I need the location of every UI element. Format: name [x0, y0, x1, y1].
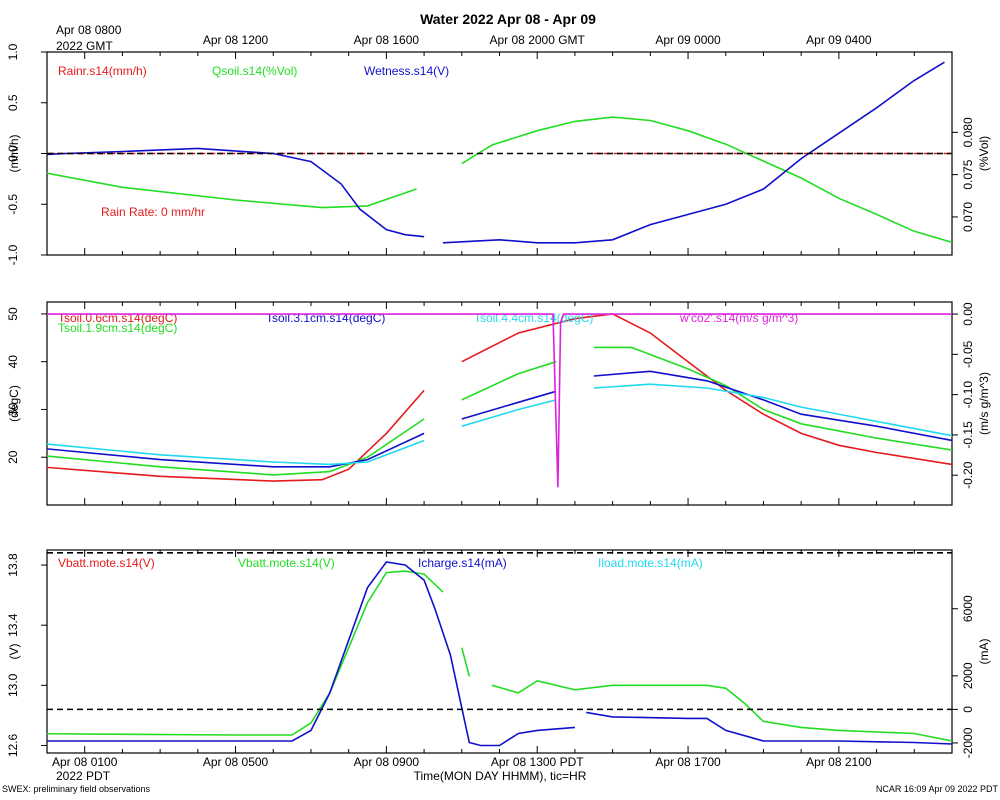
legend-entry: Vbatt.mote.s14(V)	[238, 556, 335, 570]
bottom-axis-tick-label: Apr 08 0500	[203, 755, 269, 769]
left-tick-label: 50	[6, 307, 20, 321]
left-tick-label: 40	[6, 355, 20, 369]
left-tick-label: 13.8	[6, 553, 20, 577]
series-line-Tsoil.0.6cm.s14(degC)	[47, 313, 952, 482]
legend-entry: Iload.mote.s14(mA)	[598, 556, 703, 570]
right-tick-label: 0.075	[961, 159, 975, 189]
bottom-axis-tick-label: Apr 08 0100	[52, 755, 118, 769]
series-line-Vbatt.mote.s14(V)	[47, 570, 952, 742]
series-line-w'co2'.s14(m/s g/m^3)	[47, 313, 952, 488]
top-axis-tick-label: Apr 09 0400	[806, 33, 872, 47]
legend-entry: Vbatt.mote.s14(V)	[58, 556, 155, 570]
series-line-Tsoil.4.4cm.s14(degC)	[47, 383, 952, 466]
left-tick-label: 30	[6, 402, 20, 416]
top-axis-sub-label: 2022 GMT	[56, 39, 113, 53]
right-tick-label: -0.10	[961, 381, 975, 409]
legend-entry: Icharge.s14(mA)	[418, 556, 507, 570]
left-tick-label: 12.6	[6, 733, 20, 757]
right-tick-label: -2000	[961, 727, 975, 758]
right-tick-label: 6000	[961, 595, 975, 622]
series-line-Wetness.s14(V)	[47, 61, 945, 244]
left-tick-label: 13.0	[6, 673, 20, 697]
legend-entry: Rainr.s14(mm/h)	[58, 64, 147, 78]
bottom-time-axis: Apr 08 0100 Apr 08 0500 Apr 08 0900 Apr 08 …	[52, 755, 872, 769]
right-tick-label: 0.070	[961, 202, 975, 232]
bottom-axis-tick-label: Apr 08 2100	[806, 755, 872, 769]
left-tick-label: -0.5	[6, 194, 20, 215]
series-line-Qsoil.s14(%Vol)	[47, 116, 952, 244]
panel-middle: 50 40 30 20 (degC) 0.00 -0.05 -0.10 -0.15 -0.20 (m…	[6, 301, 991, 554]
legend-entry: Qsoil.s14(%Vol)	[212, 64, 297, 78]
legend-entry: Tsoil.1.9cm.s14(degC)	[58, 321, 177, 335]
legend-entry: Tsoil.4.4cm.s14(degC)	[474, 311, 593, 325]
left-axis-label: (V)	[7, 644, 21, 660]
chart-title: Water 2022 Apr 08 - Apr 09	[420, 11, 596, 27]
footer-left: SWEX: preliminary field observations	[2, 784, 151, 794]
right-tick-label: 0.080	[961, 117, 975, 147]
panel-bottom: 13.8 13.4 13.0 12.6 (V) 6000 2000 0 -2000 (mA) Vba…	[6, 549, 991, 758]
left-tick-label: 20	[6, 450, 20, 464]
left-tick-label: 0.5	[6, 94, 20, 111]
footer-right: NCAR 16:09 Apr 09 2022 PDT	[876, 784, 999, 794]
right-axis-label: (mA)	[977, 639, 991, 665]
bottom-axis-sub-label: 2022 PDT	[56, 769, 111, 783]
bottom-axis-tick-label: Apr 08 0900	[354, 755, 420, 769]
rain-rate-annotation: Rain Rate: 0 mm/hr	[101, 205, 205, 219]
legend-entry: Wetness.s14(V)	[364, 64, 449, 78]
series-line-Tsoil.3.1cm.s14(degC)	[47, 370, 952, 468]
right-tick-label: 0.00	[961, 302, 975, 326]
top-time-axis: Apr 08 0800 Apr 08 1200 Apr 08 1600 Apr 08 …	[56, 23, 872, 47]
right-tick-label: -0.20	[961, 461, 975, 489]
panel-top: 1.0 0.5 0.0 -0.5 -1.0 (mm/h) 0.080 0.075 0.070 (%…	[6, 43, 991, 265]
legend-entry: Tsoil.3.1cm.s14(degC)	[266, 311, 385, 325]
left-axis-label: (mm/h)	[7, 135, 21, 173]
panel-frame	[46, 301, 953, 506]
top-axis-tick-label: Apr 09 0000	[655, 33, 721, 47]
panel-frame	[46, 549, 953, 754]
right-tick-label: 0	[961, 706, 975, 713]
left-axis-label: (degC)	[7, 385, 21, 422]
series-line-Icharge.s14(mA)	[47, 561, 952, 747]
right-axis-label: (%Vol)	[977, 136, 991, 171]
series-line-Tsoil.1.9cm.s14(degC)	[47, 346, 952, 476]
top-axis-tick-label: Apr 08 1200	[203, 33, 269, 47]
left-tick-label: 13.4	[6, 613, 20, 637]
plot-panels: 1.0 0.5 0.0 -0.5 -1.0 (mm/h) 0.080 0.075 0.070 (%…	[6, 43, 991, 758]
right-tick-label: 2000	[961, 662, 975, 689]
top-axis-tick-label: Apr 08 2000 GMT	[490, 33, 586, 47]
top-axis-tick-label: Apr 08 1600	[354, 33, 420, 47]
top-axis-tick-label: Apr 08 0800	[56, 23, 122, 37]
right-axis-label: (m/s g/m^3)	[977, 372, 991, 435]
x-axis-label: Time(MON DAY HHMM), tic=HR	[414, 769, 587, 783]
legend-entry: w'co2'.s14(m/s g/m^3)	[679, 311, 798, 325]
right-tick-label: -0.05	[961, 340, 975, 368]
left-tick-label: 0.0	[6, 145, 20, 162]
bottom-axis-tick-label: Apr 08 1300 PDT	[491, 755, 584, 769]
left-tick-label: -1.0	[6, 244, 20, 265]
bottom-axis-tick-label: Apr 08 1700	[655, 755, 721, 769]
left-tick-label: 1.0	[6, 43, 20, 60]
right-tick-label: -0.15	[961, 421, 975, 449]
